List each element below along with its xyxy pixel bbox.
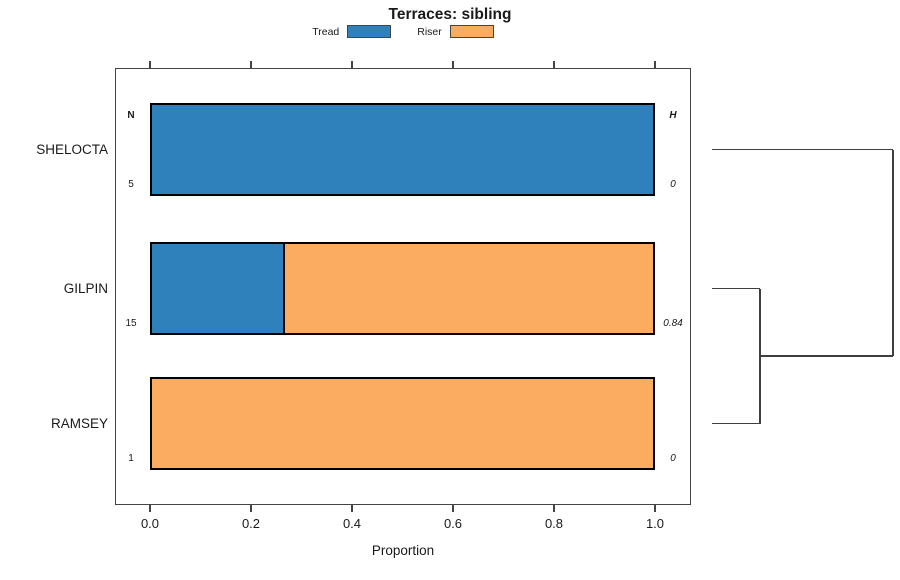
bar-segment-tread	[150, 103, 655, 196]
h-value: 0.84	[663, 318, 683, 329]
legend-item-tread: Tread	[312, 25, 392, 38]
h-column-header: H	[669, 110, 677, 121]
n-column-header: N	[127, 110, 135, 121]
legend-item-riser: Riser	[417, 25, 494, 38]
x-tick-top	[250, 61, 252, 68]
x-tick-top	[452, 61, 454, 68]
h-value: 0	[670, 179, 676, 190]
x-axis-label: Proportion	[371, 543, 435, 558]
legend-swatch-tread	[347, 25, 392, 38]
x-tick-top	[351, 61, 353, 68]
dendrogram-line	[712, 148, 893, 151]
dendrogram-line	[712, 287, 760, 290]
x-tick-label: 0.8	[544, 516, 564, 531]
bar-segment-riser	[282, 242, 655, 335]
x-tick-label: 0.0	[140, 516, 160, 531]
x-tick-label: 0.4	[342, 516, 362, 531]
bar-segment-riser	[150, 377, 655, 470]
dendrogram-line	[892, 149, 894, 356]
category-label: SHELOCTA	[36, 141, 108, 157]
category-label: GILPIN	[63, 280, 108, 296]
x-tick-label: 1.0	[645, 516, 665, 531]
x-tick-top	[553, 61, 555, 68]
x-tick	[452, 505, 454, 512]
legend-swatch-riser	[449, 25, 494, 38]
x-tick-top	[149, 61, 151, 68]
x-tick	[250, 505, 252, 512]
x-tick	[351, 505, 353, 512]
n-value: 15	[125, 318, 137, 329]
n-value: 5	[128, 179, 134, 190]
x-tick-label: 0.6	[443, 516, 463, 531]
category-label: RAMSEY	[50, 415, 108, 431]
dendrogram-line	[759, 355, 893, 357]
x-tick-label: 0.2	[241, 516, 261, 531]
plot-area	[115, 68, 691, 505]
bar-segment-tread	[150, 242, 285, 335]
x-tick	[553, 505, 555, 512]
h-value: 0	[670, 453, 676, 464]
legend-label-tread: Tread	[312, 25, 340, 38]
x-tick-top	[654, 61, 656, 68]
x-tick	[149, 505, 151, 512]
x-tick	[654, 505, 656, 512]
legend-label-riser: Riser	[417, 25, 442, 38]
legend: Tread Riser	[115, 25, 691, 38]
dendrogram-line	[712, 422, 760, 425]
chart-title: Terraces: sibling	[388, 6, 512, 23]
n-value: 1	[128, 453, 134, 464]
